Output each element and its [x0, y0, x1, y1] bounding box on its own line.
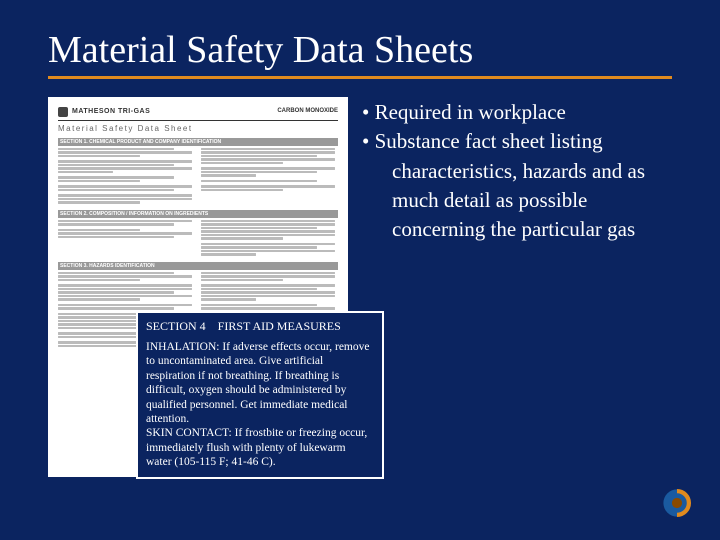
first-aid-callout: SECTION 4 FIRST AID MEASURES INHALATION:… — [136, 311, 384, 479]
msds-section-1: SECTION 1. CHEMICAL PRODUCT AND COMPANY … — [58, 138, 338, 146]
msds-logo-icon — [58, 107, 68, 117]
callout-body: INHALATION: If adverse effects occur, re… — [146, 340, 374, 469]
msds-section-2: SECTION 2. COMPOSITION / INFORMATION ON … — [58, 210, 338, 218]
msds-header: MATHESON TRI-GAS CARBON MONOXIDE — [58, 107, 338, 121]
msds-section-3: SECTION 3. HAZARDS IDENTIFICATION — [58, 262, 338, 270]
bullet-1: • Required in workplace — [362, 99, 672, 126]
msds-section-1-body — [58, 148, 338, 207]
bullet-list: • Required in workplace • Substance fact… — [362, 97, 672, 477]
title-rule — [48, 76, 672, 79]
msds-section-2-body — [58, 220, 338, 259]
corner-logo-icon — [660, 486, 694, 520]
slide: Material Safety Data Sheets MATHESON TRI… — [0, 0, 720, 540]
bullet-2: • Substance fact sheet listing — [362, 128, 672, 155]
msds-subtitle: Material Safety Data Sheet — [58, 124, 338, 134]
bullet-1-text: Required in workplace — [375, 100, 566, 124]
bullet-2-sub-2: much detail as possible — [362, 187, 672, 214]
bullet-2-sub-1: characteristics, hazards and as — [362, 158, 672, 185]
msds-brand: MATHESON TRI-GAS — [72, 108, 150, 116]
bullet-2-sub-3: concerning the particular gas — [362, 216, 672, 243]
bullet-2-text: Substance fact sheet listing — [375, 129, 603, 153]
page-title: Material Safety Data Sheets — [48, 28, 672, 72]
msds-logo: MATHESON TRI-GAS — [58, 107, 150, 117]
callout-title: SECTION 4 FIRST AID MEASURES — [146, 319, 374, 334]
msds-product-name: CARBON MONOXIDE — [277, 108, 338, 115]
